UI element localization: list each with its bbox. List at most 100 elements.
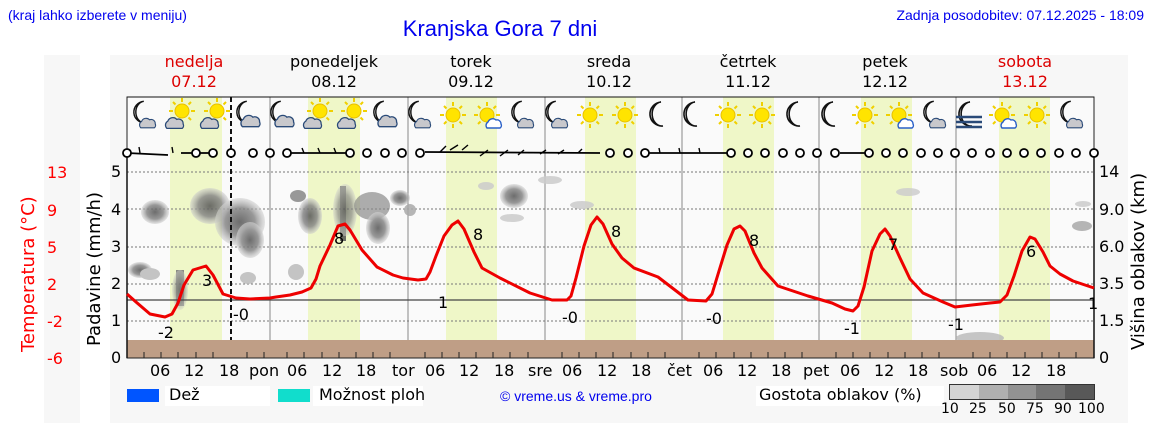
precip-tick: 3 <box>111 237 122 256</box>
x-tick: 12 <box>874 361 895 380</box>
x-tick: tor <box>392 361 415 380</box>
temp-tick: 2 <box>47 275 58 294</box>
x-tick: 06 <box>703 361 724 380</box>
day-header: nedelja 07.12 <box>134 52 254 92</box>
rain-legend-label: Dež <box>169 385 200 404</box>
x-tick: sob <box>940 361 969 380</box>
x-tick: 18 <box>219 361 240 380</box>
x-tick: 06 <box>287 361 308 380</box>
cloud-height-tick: 0 <box>1099 348 1110 367</box>
svg-text:-2: -2 <box>158 323 174 342</box>
svg-text:-0: -0 <box>562 308 578 327</box>
x-tick: 06 <box>150 361 171 380</box>
showers-legend-bg <box>313 386 423 406</box>
showers-legend-swatch <box>278 389 310 402</box>
x-tick: 12 <box>322 361 343 380</box>
svg-text:7: 7 <box>888 235 898 254</box>
day-header: petek 12.12 <box>825 52 945 92</box>
day-name: nedelja <box>164 52 224 71</box>
svg-text:6: 6 <box>1026 242 1036 261</box>
day-name: torek <box>450 52 492 71</box>
page-title: Kranjska Gora 7 dni <box>402 16 598 41</box>
precip-tick: 2 <box>111 274 122 293</box>
svg-text:3: 3 <box>202 271 212 290</box>
day-header: četrtek 11.12 <box>688 52 808 92</box>
weather-icons <box>133 97 1084 130</box>
day-date: 12.12 <box>862 72 908 91</box>
day-name: četrtek <box>719 52 777 71</box>
showers-legend-label: Možnost ploh <box>319 385 426 404</box>
cloud-density-scale <box>949 384 1095 400</box>
moon-fog-icon <box>956 101 982 129</box>
precip-tick: 0 <box>111 348 122 367</box>
copyright-link[interactable]: © vreme.us & vreme.pro <box>500 388 652 404</box>
day-date: 09.12 <box>448 72 494 91</box>
density-tick: 25 <box>969 401 987 417</box>
density-swatch <box>950 385 979 399</box>
day-date: 10.12 <box>586 72 632 91</box>
svg-text:1: 1 <box>1088 294 1098 313</box>
precip-tick: 4 <box>111 200 122 219</box>
cloud-height-tick: 14 <box>1099 162 1120 181</box>
day-name: sobota <box>997 52 1053 71</box>
x-tick: 12 <box>737 361 758 380</box>
cloud-height-tick: 6.0 <box>1099 237 1125 256</box>
rain-legend-bg <box>165 386 270 406</box>
last-update: Zadnja posodobitev: 07.12.2025 - 18:09 <box>896 7 1144 23</box>
day-date: 11.12 <box>725 72 771 91</box>
x-tick: 18 <box>356 361 377 380</box>
day-header: sobota 13.12 <box>965 52 1085 92</box>
x-tick: 18 <box>771 361 792 380</box>
cloud-height-tick: 1.5 <box>1099 311 1125 330</box>
svg-text:8: 8 <box>334 229 344 248</box>
svg-text:-0: -0 <box>706 309 722 328</box>
density-tick: 100 <box>1078 401 1105 417</box>
temperature-line <box>126 215 1095 319</box>
temp-tick: 9 <box>47 201 58 220</box>
temp-tick: -2 <box>47 312 63 331</box>
svg-text:-1: -1 <box>844 319 860 338</box>
x-tick: 12 <box>1011 361 1032 380</box>
cloud-density-legend-label: Gostota oblakov (%) <box>759 385 922 404</box>
ground-band <box>127 340 1094 358</box>
density-swatch <box>978 385 1008 399</box>
svg-text:8: 8 <box>473 225 483 244</box>
cloud-height-tick: 3.5 <box>1099 274 1125 293</box>
day-date: 13.12 <box>1002 72 1048 91</box>
svg-text:8: 8 <box>611 222 621 241</box>
x-tick: čet <box>667 361 692 380</box>
cloud-height-tick: 9.0 <box>1099 200 1125 219</box>
temp-tick: 13 <box>47 163 68 182</box>
density-tick: 75 <box>1026 401 1044 417</box>
day-header: ponedeljek 08.12 <box>274 52 394 92</box>
x-tick: pet <box>803 361 830 380</box>
x-tick: sre <box>528 361 553 380</box>
x-tick: 18 <box>1046 361 1067 380</box>
svg-text:8: 8 <box>749 231 759 250</box>
rain-legend-swatch <box>127 389 159 402</box>
density-swatch <box>1007 385 1037 399</box>
x-tick: 06 <box>562 361 583 380</box>
x-tick: 06 <box>840 361 861 380</box>
temp-tick: 5 <box>47 238 58 257</box>
day-date: 08.12 <box>311 72 357 91</box>
wind-row <box>126 144 866 157</box>
density-swatch <box>1065 385 1094 399</box>
density-swatch <box>1036 385 1066 399</box>
x-tick: 18 <box>631 361 652 380</box>
precip-tick: 1 <box>111 311 122 330</box>
day-name: ponedeljek <box>290 52 378 71</box>
cloud-density-legend-bg <box>756 386 944 406</box>
calm-wind-circles <box>122 148 1099 158</box>
svg-text:-0: -0 <box>233 305 249 324</box>
x-tick: 18 <box>494 361 515 380</box>
density-tick: 90 <box>1054 401 1072 417</box>
x-tick: 06 <box>425 361 446 380</box>
temp-labels: -2 3 -0 8 1 8 -0 8 -0 8 -1 7 -1 6 1 <box>158 222 1098 342</box>
x-tick: pon <box>249 361 280 380</box>
density-tick: 50 <box>998 401 1016 417</box>
location-hint: (kraj lahko izberete v meniju) <box>8 7 187 23</box>
svg-text:-1: -1 <box>948 315 964 334</box>
day-date: 07.12 <box>171 72 217 91</box>
